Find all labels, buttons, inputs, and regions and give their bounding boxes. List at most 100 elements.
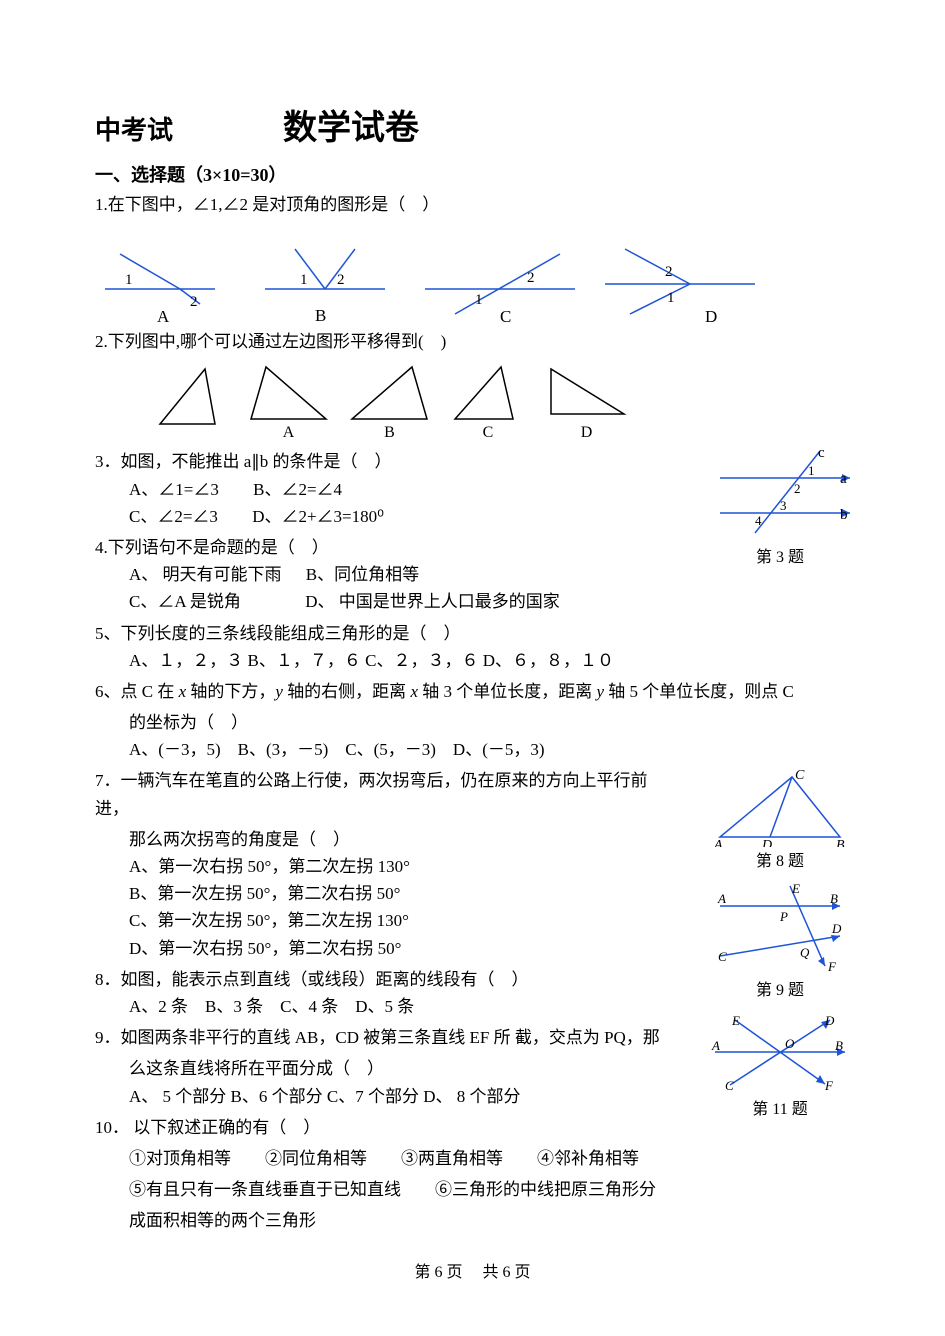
- q3-figure: a b c 1 2 3 4 第 3 题: [700, 443, 860, 567]
- q10-line3: ⑤有且只有一条直线垂直于已知直线 ⑥三角形的中线把原三角形分: [95, 1176, 680, 1203]
- right-figures: A D B C 第 8 题 A B C D E F P Q: [700, 767, 860, 1119]
- q1-fig-d: 2 1 D: [595, 224, 765, 324]
- q6-x: x: [179, 682, 187, 701]
- header: 中考试 数学试卷: [95, 100, 850, 149]
- page-footer: 第 6 页 共 6 页: [95, 1258, 850, 1282]
- q2-d-label: D: [539, 424, 634, 442]
- q3-svg: a b c 1 2 3 4: [700, 443, 860, 543]
- q8-opts: A、2 条 B、3 条 C、4 条 D、5 条: [95, 993, 680, 1020]
- q3-b: b: [840, 507, 848, 523]
- q1a-label: A: [157, 307, 170, 324]
- q6-opts: A、(－3，5) B、(3，－5) C、(5，－3) D、(－5，3): [95, 736, 850, 763]
- q7-optB: B、第一次左拐 50°，第二次右拐 50°: [95, 880, 680, 907]
- q7-optC: C、第一次左拐 50°，第二次左拐 130°: [95, 907, 680, 934]
- q11-O: O: [785, 1036, 795, 1051]
- q6-line1: 6、点 C 在 x 轴的下方，y 轴的右侧，距离 x 轴 3 个单位长度，距离 …: [95, 678, 850, 705]
- page: 中考试 数学试卷 一、选择题（3×10=30） 1.在下图中，∠1,∠2 是对顶…: [0, 0, 945, 1322]
- q8-C: C: [795, 768, 805, 783]
- q6-y1: y: [275, 682, 283, 701]
- q1a-l2: 2: [190, 294, 198, 310]
- q1d-l1: 2: [665, 264, 673, 280]
- q6-t1: 6、点 C 在: [95, 682, 179, 701]
- q6-t3: 轴的右侧，距离: [283, 682, 411, 701]
- q3-optC: C、∠2=∠3: [129, 507, 218, 526]
- q8-A: A: [713, 838, 723, 847]
- q9-P: P: [779, 909, 788, 924]
- q8-text: 8．如图，能表示点到直线（或线段）距离的线段有（ ）: [95, 966, 680, 993]
- section-title: 一、选择题（3×10=30）: [95, 161, 850, 187]
- q2-fig-b-wrap: B: [342, 359, 437, 444]
- q4-optB: B、同位角相等: [306, 565, 419, 584]
- q3-3: 3: [780, 498, 787, 513]
- q9-text: 9．如图两条非平行的直线 AB，CD 被第三条直线 EF 所 截，交点为 PQ，…: [95, 1024, 680, 1051]
- q7-optD: D、第一次右拐 50°，第二次右拐 50°: [95, 935, 680, 962]
- q1a-l1: 1: [125, 272, 133, 288]
- q9-opts: A、 5 个部分 B、6 个部分 C、7 个部分 D、 8 个部分: [95, 1083, 680, 1110]
- q1c-l1: 1: [475, 292, 483, 308]
- q1c-label: C: [500, 307, 511, 324]
- q1-fig-a: 1 2 A: [95, 224, 245, 324]
- q3-optA: A、∠1=∠3: [129, 480, 219, 499]
- q2-fig-d-wrap: D: [539, 359, 634, 444]
- q8-D: D: [761, 838, 772, 847]
- q11-C: C: [725, 1078, 734, 1093]
- q9-F: F: [827, 959, 837, 974]
- q3-1: 1: [808, 463, 815, 478]
- q10-line4: 成面积相等的两个三角形: [95, 1207, 680, 1234]
- q3-2: 2: [794, 481, 801, 496]
- q3-opts1: A、∠1=∠3 B、∠2=∠4: [95, 476, 680, 503]
- q1b-label: B: [315, 306, 326, 324]
- q2-fig-d: [539, 359, 634, 424]
- q6-t5: 轴 5 个单位长度，则点 C: [604, 682, 794, 701]
- q2-fig-b: [342, 359, 437, 424]
- q9-A: A: [717, 891, 726, 906]
- main-title: 数学试卷: [283, 100, 419, 149]
- q1-figures: 1 2 A 1 2 B 1 2 C 2 1 D: [95, 224, 850, 324]
- q4-optD: D、 中国是世界上人口最多的国家: [305, 592, 560, 611]
- q7-text: 7．一辆汽车在笔直的公路上行使，两次拐弯后，仍在原来的方向上平行前进，: [95, 767, 680, 821]
- q4-optC: C、∠A 是锐角: [129, 592, 241, 611]
- q10-text: 10． 以下叙述正确的有（ ）: [95, 1114, 680, 1141]
- q5-text: 5、下列长度的三条线段能组成三角形的是（ ）: [95, 620, 850, 647]
- q6-t2: 轴的下方，: [186, 682, 275, 701]
- q9-svg: A B C D E F P Q: [700, 881, 860, 976]
- q2-c-label: C: [443, 424, 533, 442]
- q11-caption: 第 11 题: [700, 1095, 860, 1119]
- q9-Q: Q: [800, 945, 810, 960]
- q8-B: B: [836, 838, 845, 847]
- q1c-l2: 2: [527, 270, 535, 286]
- q9-E: E: [791, 881, 800, 896]
- q1b-l1: 1: [300, 272, 308, 288]
- q1d-l2: 1: [667, 290, 675, 306]
- q11-svg: A B C D E F O: [700, 1010, 860, 1095]
- q3-a: a: [840, 471, 847, 487]
- q3-caption: 第 3 题: [700, 543, 860, 567]
- q3-opts2: C、∠2=∠3 D、∠2+∠3=180⁰: [95, 503, 680, 530]
- q6-line2: 的坐标为（ ）: [95, 709, 850, 736]
- q9-caption: 第 9 题: [700, 976, 860, 1000]
- q3-4: 4: [755, 513, 762, 528]
- q6-y2: y: [596, 682, 604, 701]
- q8-svg: A D B C: [700, 767, 860, 847]
- q11-F: F: [824, 1078, 834, 1093]
- q7-optA: A、第一次右拐 50°，第二次左拐 130°: [95, 853, 680, 880]
- q10-line2: ①对顶角相等 ②同位角相等 ③两直角相等 ④邻补角相等: [95, 1145, 680, 1172]
- q2-fig-c: [443, 359, 533, 424]
- q6-x2: x: [410, 682, 418, 701]
- q7-q10-block: A D B C 第 8 题 A B C D E F P Q: [95, 767, 850, 1234]
- q2-fig-c-wrap: C: [443, 359, 533, 444]
- q11-D: D: [824, 1013, 835, 1028]
- q2-a-label: A: [241, 424, 336, 442]
- q2-fig-orig: [145, 359, 235, 444]
- q7-line2: 那么两次拐弯的角度是（ ）: [95, 826, 680, 853]
- q3-optB: B、∠2=∠4: [253, 480, 342, 499]
- q4-optA: A、 明天有可能下雨: [129, 565, 282, 584]
- q4-line2: C、∠A 是锐角 D、 中国是世界上人口最多的国家: [95, 588, 850, 615]
- q2-b-label: B: [342, 424, 437, 442]
- q11-E: E: [731, 1013, 740, 1028]
- q6-t4: 轴 3 个单位长度，距离: [418, 682, 597, 701]
- exam-label: 中考试: [95, 110, 173, 147]
- q3-block: a b c 1 2 3 4 第 3 题 3．如图，不能推出 a∥b 的条件是（ …: [95, 448, 850, 530]
- q11-B: B: [835, 1038, 843, 1053]
- q2-fig-a-wrap: A: [241, 359, 336, 444]
